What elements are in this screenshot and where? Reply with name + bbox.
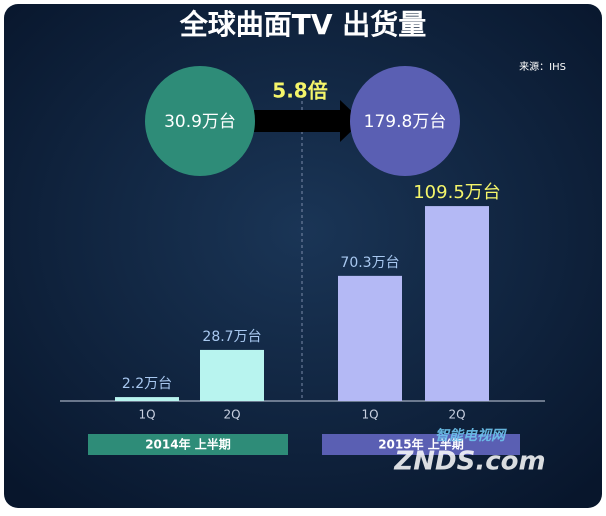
ratio-label: 5.8倍	[272, 79, 327, 103]
group-label: 2015年 上半期	[378, 437, 464, 452]
x-tick-label: 2Q	[448, 408, 465, 422]
value-label: 109.5万台	[413, 182, 501, 203]
source: 来源：IHS	[519, 60, 566, 73]
watermark-brand: ZNDS.com	[393, 447, 545, 477]
group-band	[322, 434, 520, 455]
watermark: 智能电视网	[435, 427, 507, 444]
value-label: 2.2万台	[122, 376, 172, 392]
chart-title: 全球曲面TV 出货量	[179, 8, 427, 41]
total-label: 179.8万台	[364, 112, 447, 132]
group-label: 2014年 上半期	[145, 437, 231, 452]
value-label: 28.7万台	[202, 329, 261, 345]
bar	[115, 397, 179, 401]
total-label: 30.9万台	[164, 112, 236, 132]
group-band	[88, 434, 288, 455]
total-circle	[350, 66, 460, 176]
value-label: 70.3万台	[340, 255, 399, 271]
x-tick-label: 1Q	[361, 408, 378, 422]
x-tick-label: 2Q	[223, 408, 240, 422]
bar	[425, 206, 489, 401]
bar	[200, 349, 264, 401]
total-circle	[145, 66, 255, 176]
x-tick-label: 1Q	[138, 408, 155, 422]
bar	[338, 275, 402, 401]
ratio-arrow	[245, 100, 362, 142]
